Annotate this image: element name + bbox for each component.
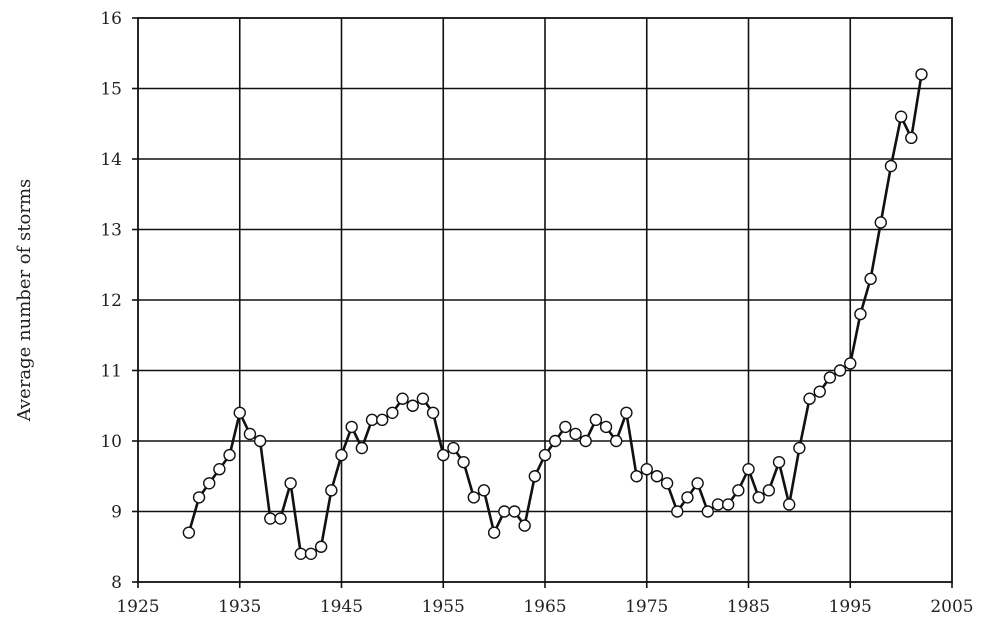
data-point-1948 bbox=[365, 413, 379, 427]
data-point-1937 bbox=[253, 434, 267, 448]
data-point-1952 bbox=[406, 399, 419, 412]
data-point-1963 bbox=[518, 519, 531, 532]
y-tick-label-9: 9 bbox=[111, 503, 122, 523]
data-point-1972 bbox=[610, 434, 623, 448]
y-tick-label-15: 15 bbox=[100, 80, 122, 100]
data-point-1993 bbox=[823, 371, 837, 384]
data-point-1932 bbox=[203, 477, 216, 490]
data-point-1979 bbox=[681, 491, 694, 504]
data-point-1983 bbox=[721, 498, 735, 511]
data-point-1980 bbox=[691, 477, 704, 490]
series-layer bbox=[182, 68, 928, 560]
series-line-0 bbox=[187, 74, 923, 556]
data-point-1967 bbox=[559, 420, 572, 434]
data-point-1989 bbox=[783, 498, 796, 511]
y-tick-label-12: 12 bbox=[100, 291, 122, 311]
data-point-2001 bbox=[905, 131, 918, 145]
data-point-1947 bbox=[355, 441, 369, 455]
y-tick-label-16: 16 bbox=[100, 9, 122, 29]
data-point-1999 bbox=[884, 159, 898, 173]
data-point-1959 bbox=[477, 484, 491, 497]
data-point-1977 bbox=[660, 477, 674, 490]
data-point-1950 bbox=[386, 406, 399, 419]
data-point-1978 bbox=[671, 505, 684, 518]
data-point-1940 bbox=[284, 477, 297, 490]
data-point-1997 bbox=[864, 272, 877, 286]
data-point-1960 bbox=[487, 526, 501, 539]
data-point-1985 bbox=[742, 463, 755, 476]
x-tick-label-2005: 2005 bbox=[930, 597, 973, 617]
data-point-1934 bbox=[223, 448, 236, 462]
data-point-1971 bbox=[599, 420, 613, 434]
x-tick-label-1955: 1955 bbox=[422, 597, 465, 617]
data-point-1970 bbox=[589, 413, 603, 427]
data-point-1974 bbox=[630, 470, 643, 483]
data-point-1982 bbox=[711, 498, 725, 511]
y-tick-label-13: 13 bbox=[100, 221, 122, 241]
y-tick-label-14: 14 bbox=[100, 150, 122, 170]
data-point-1951 bbox=[396, 392, 409, 405]
y-axis-label: Average number of storms bbox=[14, 179, 35, 423]
data-point-1931 bbox=[192, 491, 206, 504]
x-tick-label-1965: 1965 bbox=[523, 597, 566, 617]
y-tick-label-8: 8 bbox=[111, 573, 122, 593]
data-point-1984 bbox=[732, 484, 745, 497]
data-point-1975 bbox=[640, 463, 653, 476]
y-tick-label-10: 10 bbox=[100, 432, 122, 452]
data-point-1958 bbox=[467, 491, 480, 504]
data-point-1976 bbox=[650, 470, 664, 483]
data-point-1933 bbox=[213, 463, 226, 476]
data-point-1965 bbox=[538, 448, 552, 462]
data-point-1981 bbox=[701, 505, 714, 518]
x-tick-label-1935: 1935 bbox=[218, 597, 261, 617]
data-point-1961 bbox=[498, 505, 511, 518]
data-point-1956 bbox=[447, 441, 460, 455]
x-tick-label-1925: 1925 bbox=[116, 597, 159, 617]
data-point-1957 bbox=[457, 455, 470, 469]
axis-ticks: 1925 1935 1945 1955 1965 1975 1985 1995 2005 8 9 10… bbox=[100, 9, 973, 617]
data-point-2002 bbox=[915, 68, 928, 81]
data-point-1966 bbox=[548, 434, 562, 448]
x-tick-label-1975: 1975 bbox=[625, 597, 668, 617]
data-point-1943 bbox=[314, 540, 328, 553]
data-point-1988 bbox=[772, 455, 786, 469]
data-point-1968 bbox=[569, 427, 582, 441]
data-point-1969 bbox=[579, 434, 592, 448]
data-point-1949 bbox=[376, 413, 389, 427]
data-point-1939 bbox=[274, 512, 287, 525]
x-tick-label-1945: 1945 bbox=[320, 597, 363, 617]
grid bbox=[138, 18, 952, 582]
data-point-1938 bbox=[264, 512, 277, 525]
data-point-1994 bbox=[833, 364, 847, 377]
data-point-1946 bbox=[345, 420, 358, 434]
data-point-1990 bbox=[793, 441, 806, 455]
data-point-1986 bbox=[752, 491, 765, 504]
x-tick-label-1995: 1995 bbox=[829, 597, 872, 617]
data-point-1953 bbox=[416, 392, 430, 405]
data-point-1941 bbox=[294, 547, 307, 560]
data-point-1973 bbox=[620, 406, 633, 419]
data-point-1944 bbox=[325, 484, 338, 497]
data-point-1995 bbox=[844, 357, 857, 370]
data-point-1964 bbox=[528, 470, 542, 483]
data-point-2000 bbox=[894, 110, 908, 123]
data-point-1991 bbox=[803, 392, 816, 405]
data-point-1942 bbox=[304, 547, 318, 560]
data-point-1987 bbox=[762, 484, 776, 497]
y-tick-label-11: 11 bbox=[100, 362, 122, 382]
data-point-1954 bbox=[426, 406, 440, 419]
data-point-1955 bbox=[437, 448, 450, 462]
data-point-1935 bbox=[233, 406, 246, 419]
data-point-1945 bbox=[335, 448, 348, 462]
data-point-1930 bbox=[182, 526, 196, 539]
data-point-1992 bbox=[813, 385, 826, 398]
data-point-1998 bbox=[874, 216, 887, 229]
data-point-1962 bbox=[508, 505, 521, 518]
data-point-1936 bbox=[243, 427, 257, 441]
data-point-1996 bbox=[854, 307, 867, 321]
x-tick-label-1985: 1985 bbox=[727, 597, 770, 617]
